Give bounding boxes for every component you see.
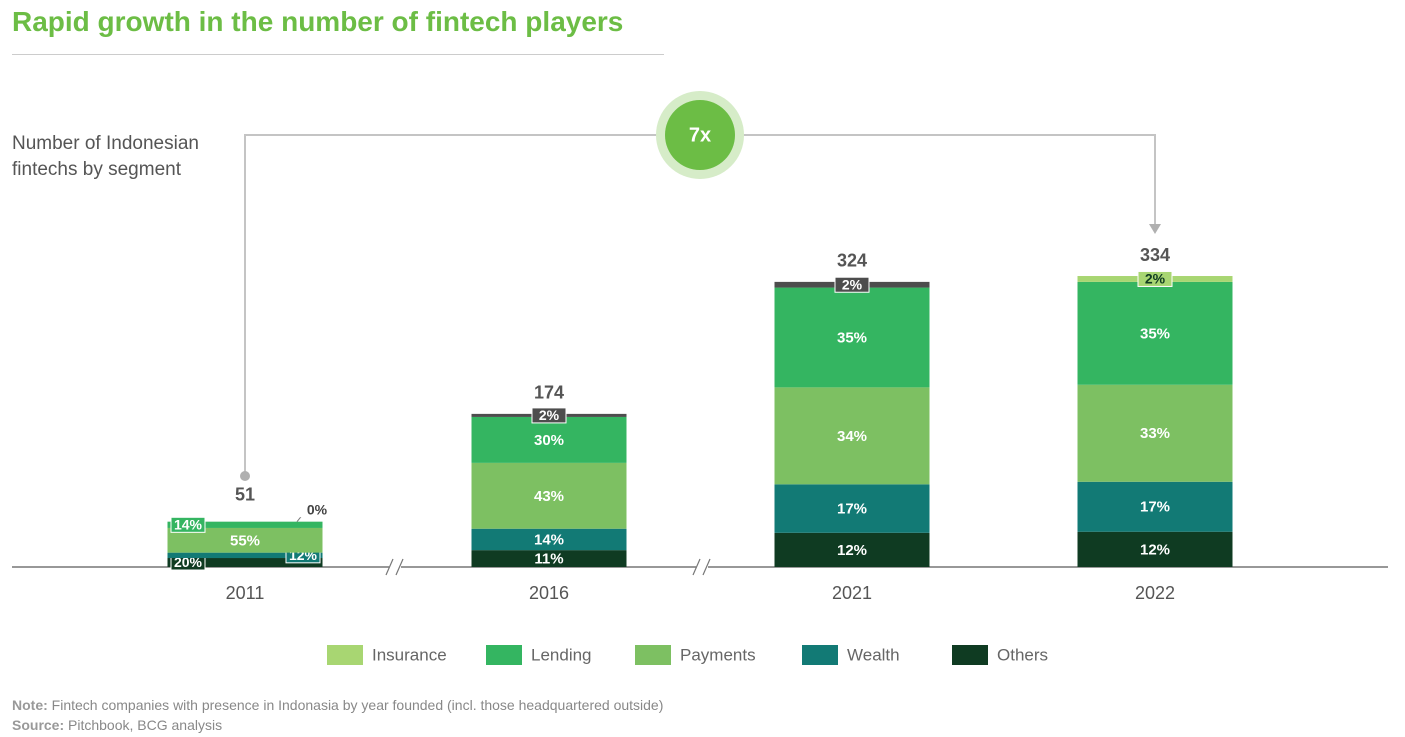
legend-swatch <box>327 645 363 665</box>
arrow-head <box>1149 224 1161 234</box>
bar-segment <box>167 521 323 528</box>
note-text: Fintech companies with presence in Indon… <box>51 697 664 713</box>
note-label: Note: <box>12 697 48 713</box>
label-box <box>170 516 206 533</box>
growth-annotation: 7x <box>240 91 1161 481</box>
segment-label: 2% <box>539 407 560 423</box>
segment-label: 34% <box>837 428 867 445</box>
segment-label: 2% <box>842 276 863 292</box>
bar-segment <box>774 287 930 388</box>
bar-segment <box>1077 281 1233 385</box>
segment-label: 0% <box>307 501 328 517</box>
legend-swatch <box>635 645 671 665</box>
bar-segment <box>471 550 627 567</box>
segment-label: 33% <box>1140 425 1170 442</box>
label-box <box>834 276 870 293</box>
segment-label: 17% <box>1140 499 1170 516</box>
source: Source: Pitchbook, BCG analysis <box>12 717 222 733</box>
badge <box>665 100 735 170</box>
segment-label: 35% <box>1140 325 1170 342</box>
segment-label: 12% <box>1140 541 1170 558</box>
bar-segment <box>774 484 930 533</box>
chart-title: Rapid growth in the number of fintech pl… <box>12 6 624 37</box>
connector-dot <box>240 471 250 481</box>
segment-label: 11% <box>534 551 563 568</box>
legend-swatch <box>486 645 522 665</box>
bar-segment <box>167 552 323 559</box>
legend-swatch <box>802 645 838 665</box>
bar-segment <box>471 416 627 463</box>
segment-label: 14% <box>174 517 203 533</box>
segment-label: 12% <box>837 542 867 559</box>
legend-label: Wealth <box>847 645 900 664</box>
x-tick-label: 2016 <box>529 583 569 603</box>
segment-label: 20% <box>174 554 203 570</box>
total-label: 324 <box>837 251 867 271</box>
note: Note: Fintech companies with presence in… <box>12 697 663 713</box>
bar-segment <box>471 528 627 551</box>
axis-break <box>385 558 404 576</box>
total-label: 174 <box>534 383 564 403</box>
legend-label: Others <box>997 645 1048 664</box>
segment-label: 43% <box>534 488 564 505</box>
label-box <box>1137 270 1173 287</box>
x-tick-label: 2011 <box>226 583 265 603</box>
axis-break <box>692 558 711 576</box>
legend-label: Payments <box>680 645 756 664</box>
total-label: 51 <box>235 484 255 504</box>
segment-label: 17% <box>837 501 867 518</box>
segment-label: 35% <box>837 329 867 346</box>
source-text: Pitchbook, BCG analysis <box>68 717 223 733</box>
connector <box>244 134 1156 475</box>
legend-label: Insurance <box>372 645 447 664</box>
x-tick-label: 2021 <box>832 583 872 603</box>
bar-segment <box>774 387 930 485</box>
legend-swatch <box>952 645 988 665</box>
x-tick-label: 2022 <box>1135 583 1175 603</box>
bar-segment <box>471 462 627 529</box>
subtitle: Number of Indonesian fintechs by segment <box>12 133 199 180</box>
segment-label: 2% <box>1145 271 1166 287</box>
bar-segment <box>1077 481 1233 532</box>
segment-label: 14% <box>534 531 564 548</box>
segment-label: 30% <box>534 432 564 449</box>
legend-label: Lending <box>531 645 592 664</box>
bar-segment <box>774 532 930 567</box>
bar-segment <box>167 558 323 567</box>
total-label: 334 <box>1140 245 1170 265</box>
label-box <box>300 502 334 518</box>
bar-segment <box>1077 531 1233 567</box>
title-rule <box>12 54 664 55</box>
segment-label: 55% <box>230 532 260 549</box>
label-box <box>531 407 567 424</box>
badge-label: 7x <box>689 124 711 146</box>
bar-segment <box>1077 384 1233 482</box>
source-label: Source: <box>12 717 65 733</box>
